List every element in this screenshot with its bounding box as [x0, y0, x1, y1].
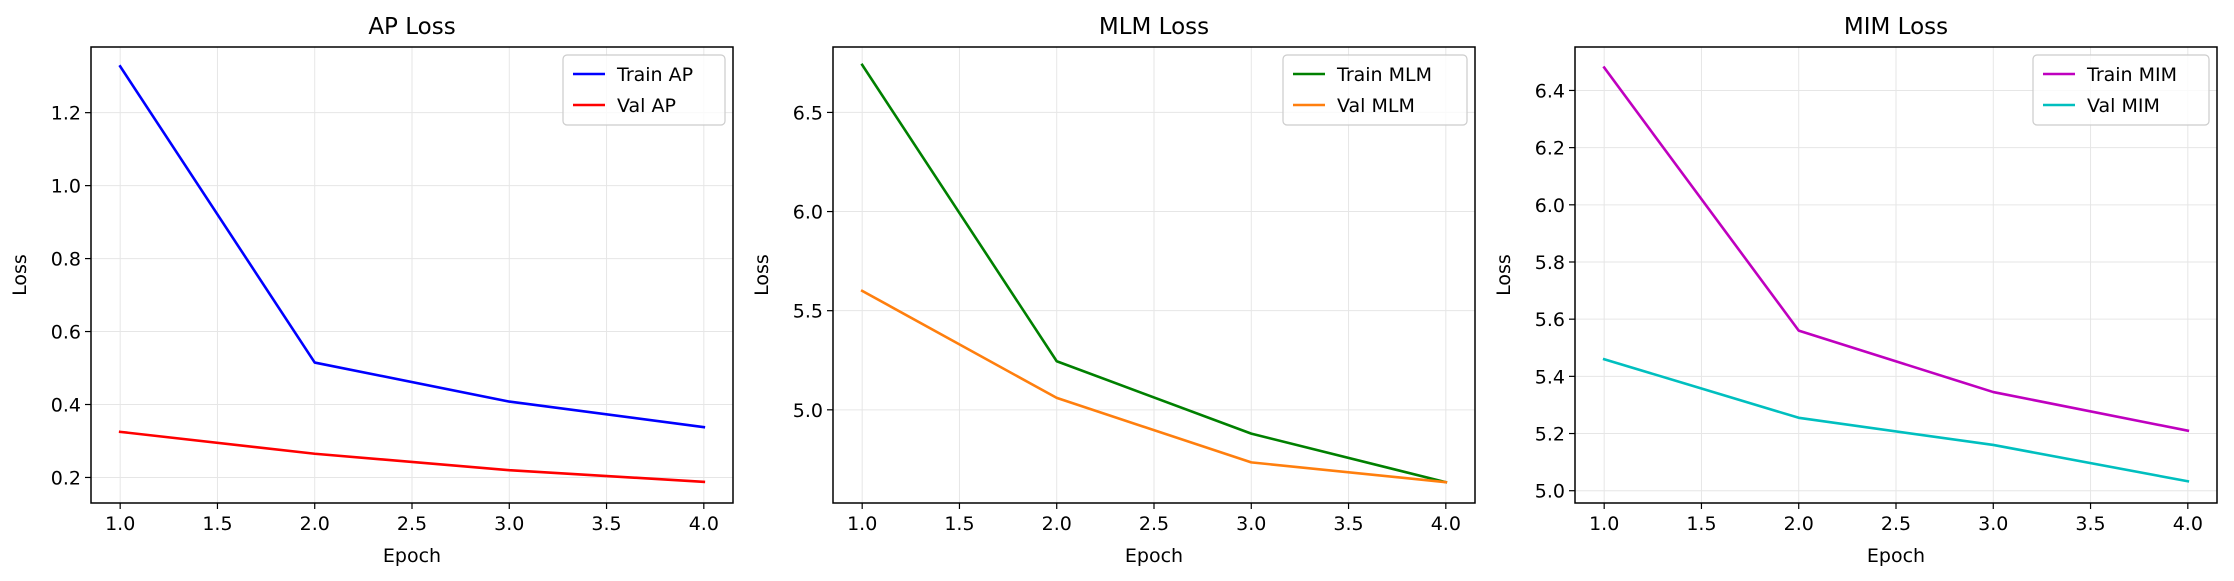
series-line-train-mlm: [860, 63, 1448, 484]
chart-title: MLM Loss: [1099, 14, 1209, 40]
x-tick-label: 4.0: [1431, 513, 1461, 535]
x-tick-label: 3.0: [1236, 513, 1266, 535]
legend: Train AP Val AP: [562, 54, 726, 126]
y-tick-label: 0.8: [51, 249, 81, 271]
y-tick-label: 5.0: [793, 400, 823, 422]
series-line-train-mim: [1602, 65, 2190, 433]
y-axis-label: Loss: [1493, 254, 1515, 296]
y-tick-label: 5.8: [1535, 252, 1565, 274]
legend-box: [1282, 54, 1468, 126]
x-tick-label: 3.0: [494, 513, 524, 535]
y-tick-label: 6.5: [793, 102, 823, 124]
legend-entry: Val AP: [617, 95, 676, 117]
x-tick-label: 3.5: [591, 513, 621, 535]
x-tick-label: 2.0: [1784, 513, 1814, 535]
chart-panel-2: 1.0 1.5 2.0 2.5 3.0 3.5 4.0 5.0 5.5 6.0 6.5 MLM Los…: [751, 14, 1476, 567]
x-tick-label: 2.0: [1042, 513, 1072, 535]
x-tick-label: 2.5: [1139, 513, 1169, 535]
y-tick-label: 1.0: [51, 176, 81, 198]
x-axis-label: Epoch: [1125, 545, 1183, 567]
x-tick-label: 4.0: [689, 513, 719, 535]
x-tick-label: 1.5: [944, 513, 974, 535]
y-axis-label: Loss: [751, 254, 773, 296]
x-tick-label: 1.0: [847, 513, 877, 535]
legend-box: [2032, 54, 2210, 126]
y-tick-label: 5.5: [793, 301, 823, 323]
legend-entry: Train MIM: [2086, 64, 2177, 86]
y-tick-label: 6.2: [1535, 138, 1565, 160]
x-tick-label: 4.0: [2173, 513, 2203, 535]
y-tick-label: 5.4: [1535, 366, 1565, 388]
legend-entry: Val MLM: [1337, 95, 1415, 117]
y-tick-label: 6.0: [793, 202, 823, 224]
legend-entry: Val MIM: [2087, 95, 2160, 117]
y-tick-label: 0.4: [51, 395, 81, 417]
y-axis-label: Loss: [9, 254, 31, 296]
grid-lines: [1575, 47, 2217, 503]
x-tick-label: 3.5: [1333, 513, 1363, 535]
y-tick-label: 6.0: [1535, 195, 1565, 217]
series-line-val-mim: [1602, 357, 2190, 483]
x-tick-label: 3.0: [1978, 513, 2008, 535]
x-tick-label: 2.5: [397, 513, 427, 535]
x-axis-label: Epoch: [383, 545, 441, 567]
y-tick-label: 1.2: [51, 103, 81, 125]
chart-title: AP Loss: [368, 14, 455, 40]
x-tick-label: 3.5: [2075, 513, 2105, 535]
chart-title: MIM Loss: [1844, 14, 1948, 40]
chart-panel-1: 1.0 1.5 2.0 2.5 3.0 3.5 4.0 0.2 0.4 0.6 0.8 1.0 1.2 A…: [9, 14, 734, 567]
x-tick-label: 1.5: [202, 513, 232, 535]
series-line-train-ap: [118, 64, 706, 429]
x-tick-label: 1.0: [105, 513, 135, 535]
x-tick-label: 2.0: [300, 513, 330, 535]
series-line-val-ap: [118, 430, 706, 484]
legend-box: [562, 54, 726, 126]
y-tick-label: 5.6: [1535, 309, 1565, 331]
y-tick-label: 5.0: [1535, 481, 1565, 503]
x-tick-label: 1.5: [1686, 513, 1716, 535]
y-tick-label: 5.2: [1535, 424, 1565, 446]
x-axis-label: Epoch: [1867, 545, 1925, 567]
legend-entry: Train AP: [616, 64, 693, 86]
x-tick-label: 2.5: [1881, 513, 1911, 535]
y-tick-label: 6.4: [1535, 80, 1565, 102]
legend-entry: Train MLM: [1336, 64, 1432, 86]
y-tick-label: 0.2: [51, 467, 81, 489]
chart-panel-3: 1.0 1.5 2.0 2.5 3.0 3.5 4.0 5.0 5.2 5.4 5.6 5.8 6.0 6…: [1493, 14, 2218, 567]
legend: Train MIM Val MIM: [2032, 54, 2210, 126]
x-tick-label: 1.0: [1589, 513, 1619, 535]
legend: Train MLM Val MLM: [1282, 54, 1468, 126]
y-tick-label: 0.6: [51, 322, 81, 344]
series-line-val-mlm: [860, 289, 1448, 484]
